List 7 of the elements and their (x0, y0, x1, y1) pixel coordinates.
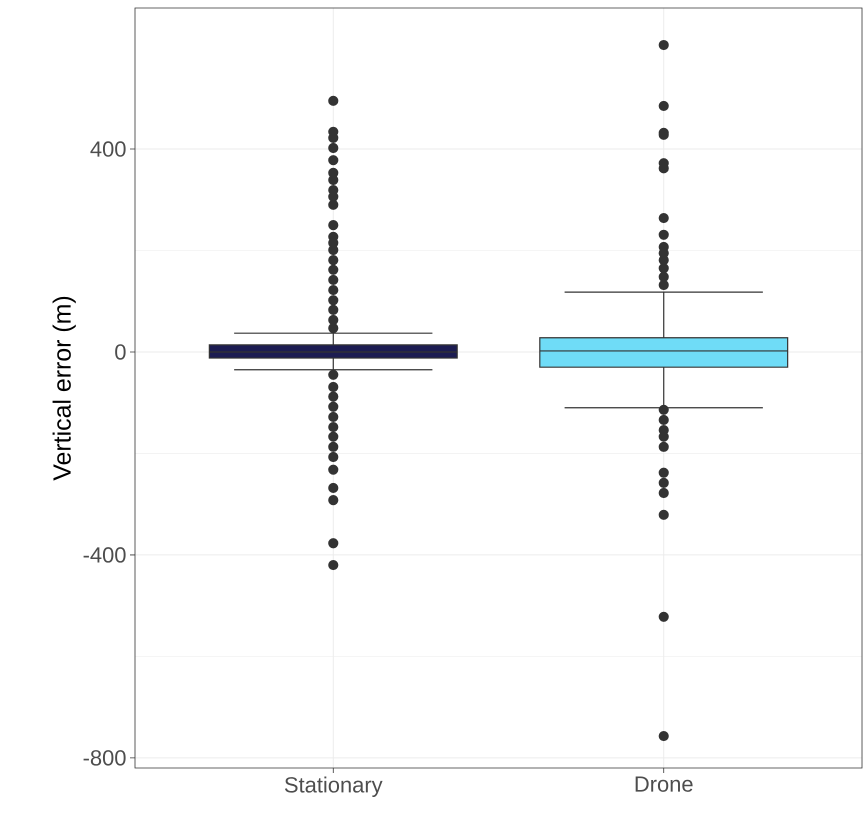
y-tick-label: -400 (84, 547, 126, 563)
y-tick-label: -800 (84, 750, 126, 766)
x-tick-label: Stationary (284, 776, 383, 797)
x-tick-label: Drone (636, 776, 693, 792)
y-tick-label: 0 (115, 344, 126, 360)
y-axis-title: Vertical error (m) (52, 296, 76, 481)
y-tick-label: 400 (90, 141, 126, 157)
